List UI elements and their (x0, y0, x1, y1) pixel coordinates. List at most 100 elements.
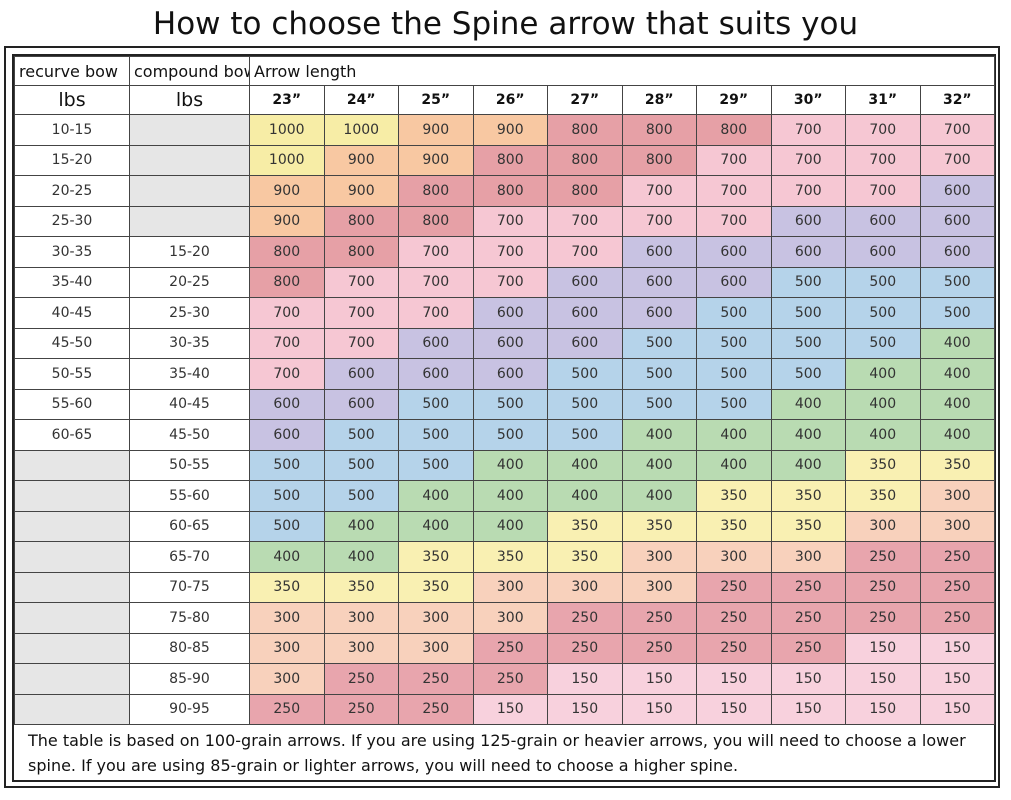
spine-cell: 800 (547, 144, 623, 176)
spine-cell: 500 (696, 358, 772, 390)
compound-range: 45-50 (129, 419, 250, 451)
unit-label: lbs (14, 85, 130, 115)
spine-cell: 600 (845, 205, 921, 237)
spine-cell: 700 (770, 114, 846, 146)
compound-range: 15-20 (129, 236, 250, 268)
spine-cell: 400 (323, 541, 399, 573)
compound-range: 35-40 (129, 358, 250, 390)
spine-cell: 500 (770, 358, 846, 390)
spine-cell: 500 (770, 297, 846, 329)
recurve-range: 40-45 (14, 297, 130, 329)
spine-cell: 250 (323, 693, 399, 725)
spine-cell: 250 (621, 602, 697, 634)
spine-cell: 150 (621, 693, 697, 725)
spine-cell: 700 (472, 236, 548, 268)
spine-cell: 400 (621, 419, 697, 451)
spine-cell: 300 (696, 541, 772, 573)
length-label: 32” (919, 85, 996, 115)
spine-cell: 350 (696, 480, 772, 512)
spine-cell: 350 (919, 449, 996, 481)
compound-range: 85-90 (129, 663, 250, 695)
spine-cell: 250 (398, 663, 474, 695)
recurve-range (14, 693, 130, 725)
spine-cell: 400 (919, 358, 996, 390)
column-label: compound bow (129, 56, 250, 86)
column-label: recurve bow (14, 56, 130, 86)
compound-range: 30-35 (129, 327, 250, 359)
table-row: 90-95 250 250 250 150 150 150 150 150 150 150 (14, 693, 996, 725)
recurve-range (14, 602, 130, 634)
table-row: 75-80 300 300 300 300 250 250 250 250 250 250 (14, 602, 996, 634)
recurve-range: 25-30 (14, 205, 130, 237)
spine-cell: 350 (696, 510, 772, 542)
length-label: 25” (398, 85, 474, 115)
footer-note: The table is based on 100-grain arrows. … (28, 731, 966, 775)
recurve-range: 15-20 (14, 144, 130, 176)
spine-cell: 700 (845, 175, 921, 207)
length-label: 30” (770, 85, 846, 115)
recurve-range: 45-50 (14, 327, 130, 359)
spine-cell: 500 (696, 297, 772, 329)
spine-cell: 350 (472, 541, 548, 573)
spine-cell: 800 (472, 144, 548, 176)
spine-cell: 600 (770, 236, 846, 268)
spine-cell: 700 (398, 236, 474, 268)
recurve-range (14, 632, 130, 664)
spine-cell: 400 (547, 449, 623, 481)
table-row: 55-60 500 500 400 400 400 400 350 350 350 300 (14, 480, 996, 512)
compound-range: 80-85 (129, 632, 250, 664)
spine-cell: 800 (621, 144, 697, 176)
spine-cell: 150 (845, 663, 921, 695)
spine-cell: 500 (845, 266, 921, 298)
spine-cell: 700 (398, 266, 474, 298)
spine-cell: 250 (845, 541, 921, 573)
spine-cell: 300 (770, 541, 846, 573)
spine-cell: 400 (696, 419, 772, 451)
spine-cell: 800 (249, 266, 325, 298)
spine-cell: 150 (770, 693, 846, 725)
table-row: 85-90 300 250 250 250 150 150 150 150 150 150 (14, 663, 996, 695)
spine-cell: 900 (398, 114, 474, 146)
spine-cell: 150 (919, 632, 996, 664)
spine-cell: 350 (547, 541, 623, 573)
spine-cell: 150 (919, 663, 996, 695)
table-row: 60-65 45-50 600 500 500 500 500 400 400 400 400 400 (14, 419, 996, 451)
table-row: 50-55 500 500 500 400 400 400 400 400 350 350 (14, 449, 996, 481)
spine-cell: 150 (919, 693, 996, 725)
recurve-range (14, 449, 130, 481)
spine-cell: 250 (472, 663, 548, 695)
spine-cell: 700 (547, 205, 623, 237)
recurve-range (14, 663, 130, 695)
spine-cell: 600 (472, 327, 548, 359)
spine-cell: 250 (398, 693, 474, 725)
spine-cell: 250 (770, 602, 846, 634)
recurve-range: 50-55 (14, 358, 130, 390)
spine-cell: 600 (547, 266, 623, 298)
spine-cell: 400 (919, 388, 996, 420)
spine-cell: 800 (472, 175, 548, 207)
spine-cell: 300 (249, 632, 325, 664)
length-label: 23” (249, 85, 325, 115)
spine-cell: 800 (621, 114, 697, 146)
spine-cell: 700 (770, 175, 846, 207)
recurve-range (14, 480, 130, 512)
table-row: 25-30 900 800 800 700 700 700 700 600 600 600 (14, 205, 996, 237)
spine-cell: 350 (323, 571, 399, 603)
spine-cell: 300 (845, 510, 921, 542)
length-label: 28” (621, 85, 697, 115)
recurve-range (14, 571, 130, 603)
spine-cell: 350 (621, 510, 697, 542)
table-row: 40-45 25-30 700 700 700 600 600 600 500 500 500 500 (14, 297, 996, 329)
spine-cell: 400 (323, 510, 399, 542)
spine-cell: 900 (249, 175, 325, 207)
table-row: 30-35 15-20 800 800 700 700 700 600 600 600 600 600 (14, 236, 996, 268)
spine-cell: 500 (323, 480, 399, 512)
spine-cell: 350 (249, 571, 325, 603)
spine-cell: 700 (696, 175, 772, 207)
spine-cell: 250 (919, 541, 996, 573)
compound-range: 90-95 (129, 693, 250, 725)
spine-cell: 400 (547, 480, 623, 512)
spine-cell: 500 (919, 297, 996, 329)
length-label: 24” (323, 85, 399, 115)
